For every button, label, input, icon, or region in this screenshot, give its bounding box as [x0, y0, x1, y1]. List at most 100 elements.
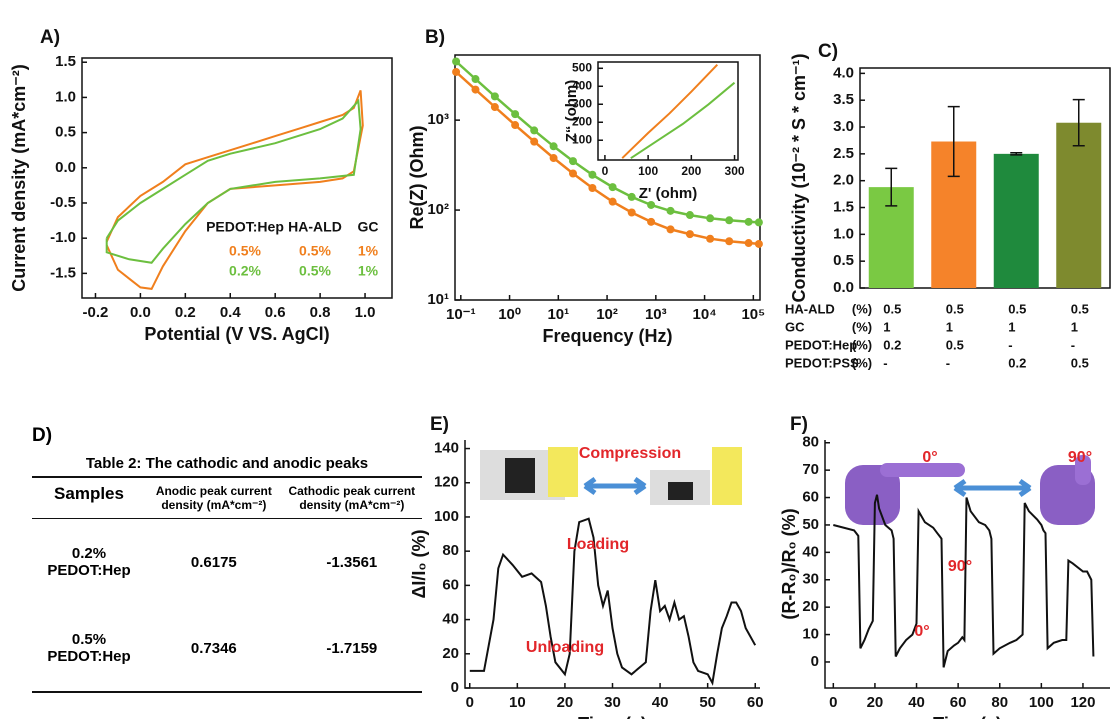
legend-entry: 1%	[358, 263, 379, 279]
x-tick-label: 0	[466, 694, 474, 711]
x-tick-label: 10⁴	[693, 306, 717, 323]
x-tick-label: 0.8	[310, 304, 331, 321]
bar	[1056, 122, 1102, 288]
x-tick-label: 10⁰	[498, 306, 521, 323]
cell: -1.7159	[326, 639, 378, 657]
sample	[505, 458, 535, 493]
ruler	[548, 447, 578, 497]
y-tick-label: 10²	[427, 201, 449, 218]
panel-label: D)	[32, 425, 53, 446]
y-axis-title: Conductivity (10⁻² * S * cm⁻¹)	[789, 53, 809, 302]
x-tick-label: 0.6	[265, 304, 286, 321]
marker	[452, 57, 461, 66]
cell: 1	[1008, 319, 1015, 334]
axis-line	[824, 440, 1110, 689]
y-tick-label: 10	[802, 626, 819, 643]
marker	[568, 157, 577, 166]
x-tick-label: 20	[557, 694, 574, 711]
panel-label: C)	[818, 41, 838, 62]
y-tick-label: 10³	[427, 111, 449, 128]
y-tick-label: 500	[572, 60, 592, 74]
marker	[685, 230, 694, 239]
x-tick-label: 10⁵	[741, 306, 765, 323]
marker	[608, 197, 617, 206]
annotation: 0°	[914, 623, 929, 640]
marker	[471, 85, 480, 94]
y-tick-label: 30	[802, 571, 819, 588]
table: Samples Anodic peak current density (mA*…	[32, 478, 422, 693]
y-tick-label: 100	[572, 132, 592, 146]
series-line	[105, 98, 362, 264]
x-tick-label: 40	[908, 694, 925, 711]
cell: 1	[1071, 319, 1078, 334]
marker	[471, 75, 480, 84]
x-tick-label: 100	[1029, 694, 1054, 711]
plot-frame	[859, 67, 1111, 289]
y-tick-label: 70	[802, 461, 819, 478]
y-tick-label: 1.5	[55, 53, 76, 70]
series-line	[469, 517, 757, 686]
cell: 0.7346	[190, 639, 237, 657]
cell: 0.2% PEDOT:Hep	[47, 545, 131, 579]
finger	[880, 463, 965, 477]
annotation: Unloading	[526, 639, 604, 656]
y-tick-label: 0	[451, 679, 459, 696]
marker	[608, 183, 617, 192]
cell: 0.5	[1008, 301, 1026, 316]
row-name: PEDOT:PSS	[785, 355, 859, 370]
y-tick-label: 80	[802, 434, 819, 451]
x-tick-label: 10⁻¹	[446, 306, 476, 323]
marker	[452, 67, 461, 76]
marker	[490, 103, 499, 112]
cell: -	[1071, 337, 1075, 352]
row-name: GC	[785, 319, 805, 334]
y-tick-label: 0.5	[833, 252, 854, 269]
error-bar	[885, 167, 898, 207]
x-tick-label: 50	[699, 694, 716, 711]
y-tick-label: 1.0	[55, 88, 76, 105]
y-tick-label: 1.0	[833, 225, 854, 242]
marker	[647, 200, 656, 209]
legend-header: HA-ALD	[288, 219, 342, 235]
row-name: PEDOT:Hep	[785, 337, 857, 352]
marker	[666, 225, 675, 234]
inset-background	[598, 62, 738, 160]
x-tick-label: -0.2	[83, 304, 109, 321]
y-tick-label: 140	[434, 440, 459, 457]
y-tick-label: 2.0	[833, 172, 854, 189]
cell: 0.5	[946, 301, 964, 316]
y-tick-label: 10¹	[427, 291, 449, 308]
row-name: HA-ALD	[785, 301, 835, 316]
marker	[754, 239, 763, 248]
error-bar	[1072, 98, 1085, 147]
x-axis-title: Frequency (Hz)	[542, 326, 672, 346]
y-axis-title: Re(Z) (Ohm)	[407, 126, 427, 230]
annotation: Loading	[567, 536, 629, 553]
legend-entry: 1%	[358, 243, 379, 259]
x-tick-label: 10¹	[547, 306, 569, 323]
y-tick-label: 400	[572, 78, 592, 92]
header: Anodic peak current density (mA*cm⁻²)	[146, 478, 282, 519]
y-tick-label: 120	[434, 474, 459, 491]
marker	[706, 214, 715, 223]
marker	[549, 142, 558, 151]
y-tick-label: 60	[442, 576, 459, 593]
cell: 1	[946, 319, 953, 334]
y-axis-title: Current density (mA*cm⁻²)	[9, 64, 29, 292]
cell: 0.5	[1071, 301, 1089, 316]
row-unit: (%)	[852, 319, 872, 334]
annotation: 90°	[948, 558, 972, 575]
y-tick-label: 60	[802, 489, 819, 506]
cell: 0.2	[1008, 355, 1026, 370]
y-tick-label: -0.5	[50, 194, 76, 211]
marker	[666, 206, 675, 215]
series-line	[621, 64, 719, 159]
x-tick-label: 10²	[596, 306, 618, 323]
x-axis-title: Z' (ohm)	[639, 185, 698, 202]
cell: -	[1008, 337, 1012, 352]
y-axis-title: (R-R₀)/R₀ (%)	[779, 508, 799, 619]
cell: -1.3561	[326, 553, 378, 571]
marker	[511, 121, 520, 130]
